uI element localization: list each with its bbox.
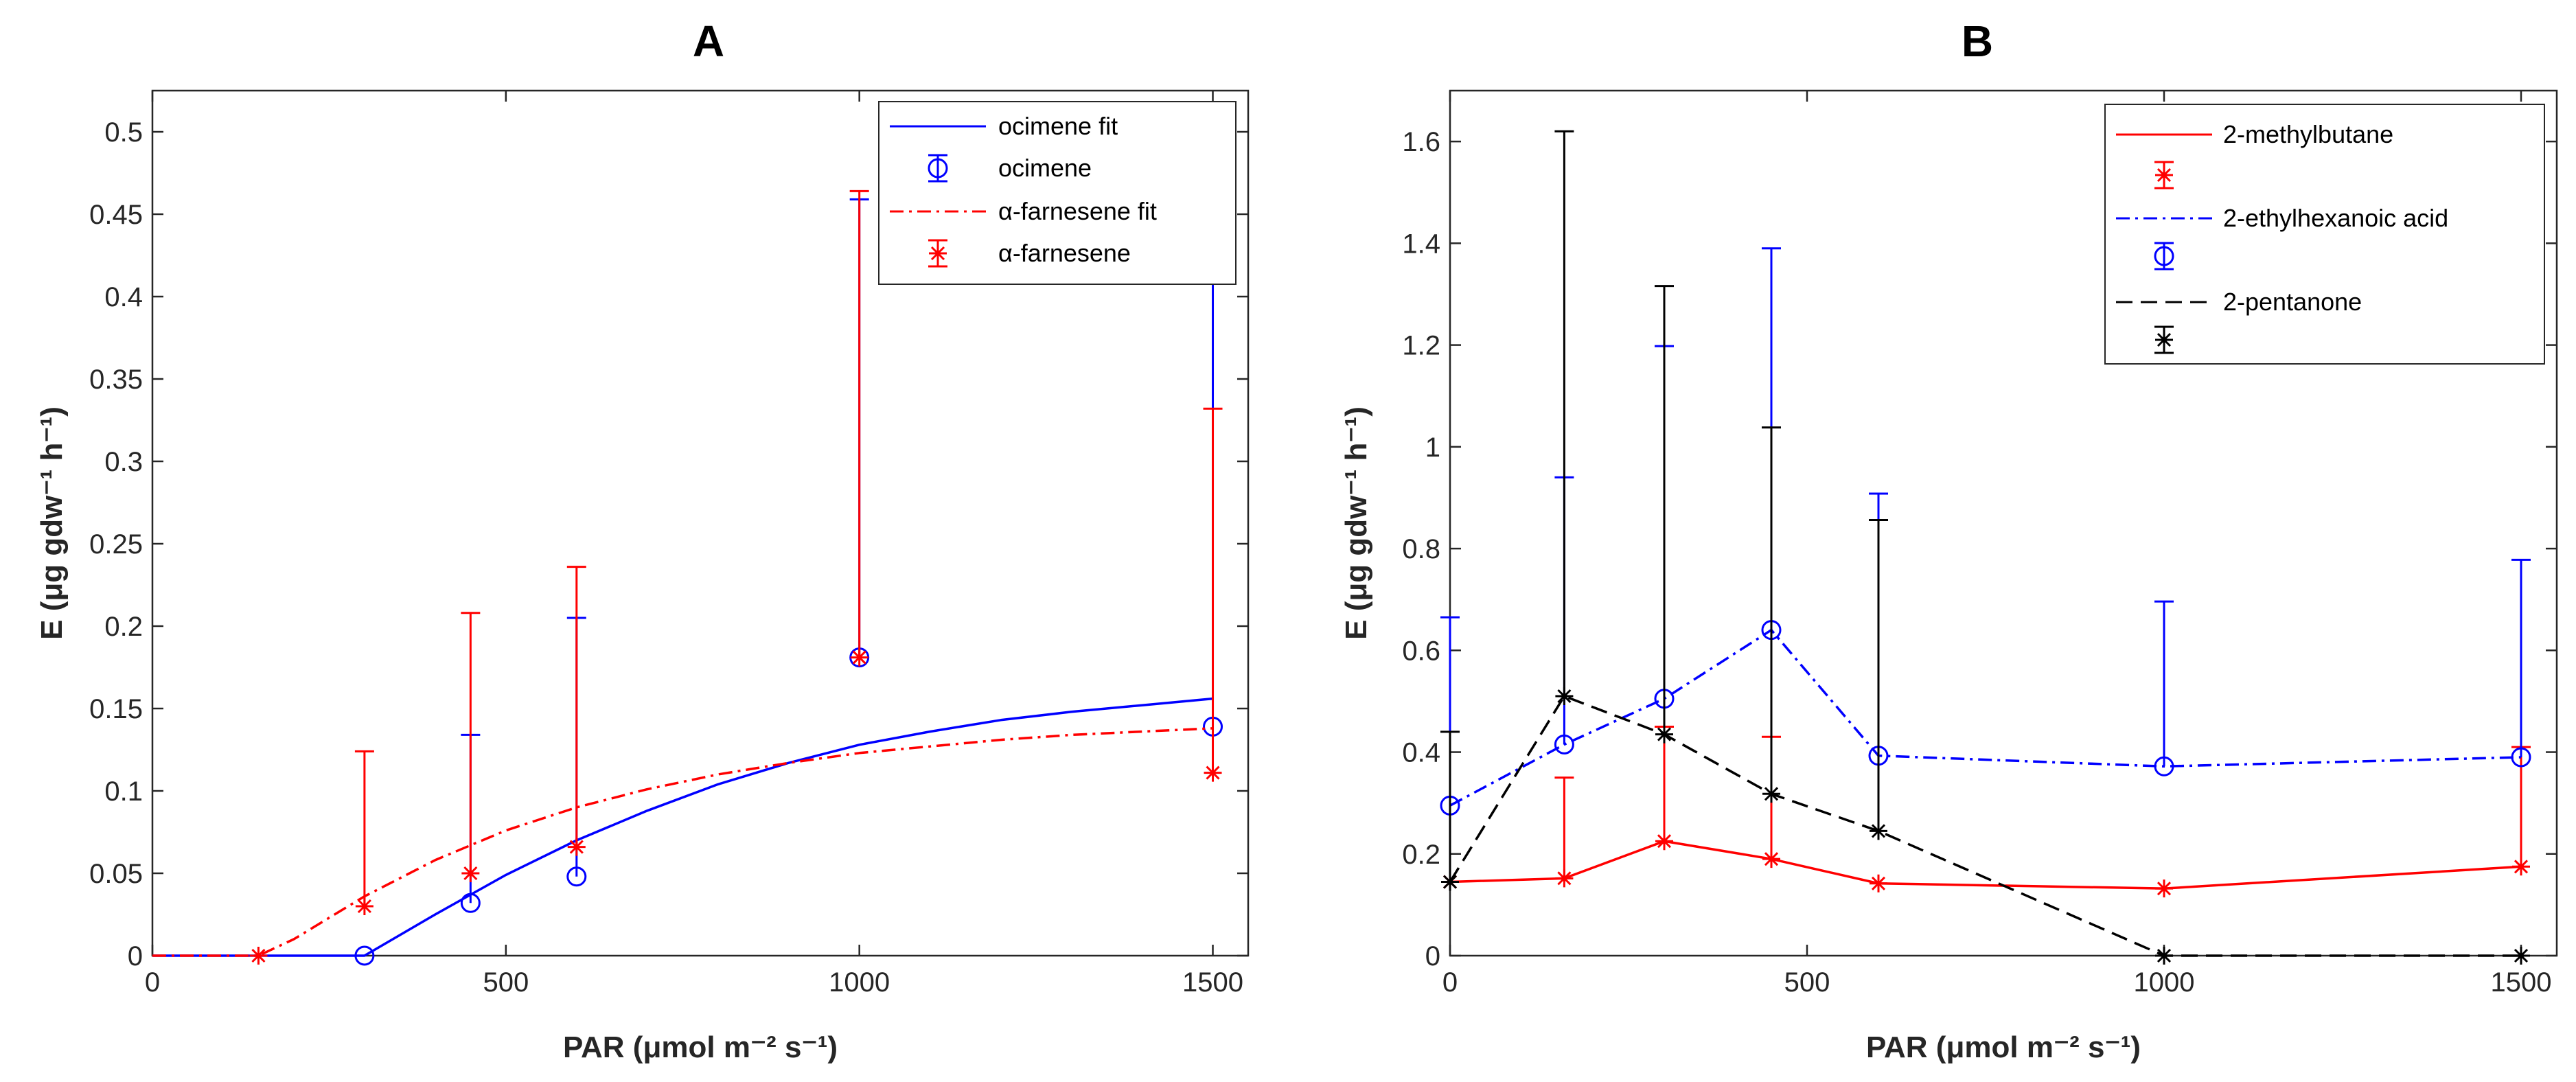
panel-b-x-axis-label: PAR (μmol m⁻² s⁻¹) xyxy=(1866,1031,2141,1064)
panel-a-series-line-ocimene-fit xyxy=(152,697,1213,957)
panel-a-data-point-farnesene xyxy=(567,838,586,856)
panel-b-x-tick-label: 1000 xyxy=(2134,967,2195,998)
panel-b-y-tick-label: 0 xyxy=(1425,941,1440,971)
panel-b-data-point-2-methylbutane xyxy=(1655,832,1673,851)
panel-b-data-point-2-pentanone xyxy=(1870,822,1887,840)
panel-b-data-point-2-ethylhexanoic-acid xyxy=(2154,756,2174,776)
panel-a-legend: ocimene fit ocimene α-farnesene fit α-fa… xyxy=(878,101,1237,285)
panel-b-y-tick-label: 1.6 xyxy=(1402,127,1440,157)
panel-b-y-tick-label: 0.2 xyxy=(1402,840,1440,870)
panel-b-y-tick-label: 0.4 xyxy=(1402,738,1440,768)
panel-a-data-point-farnesene xyxy=(850,648,869,667)
legend-label-farnesene: α-farnesene xyxy=(998,239,1131,267)
legend-swatch-2-pentanone-errorbar xyxy=(2154,325,2174,354)
panel-b-data-point-2-methylbutane xyxy=(2155,879,2173,898)
panel-b-data-point-2-pentanone xyxy=(1441,873,1459,891)
panel-a-data-point-ocimene xyxy=(354,945,375,966)
panel-a-ticks: 0 500 1000 1500 0 0.05 0.1 0.15 0.2 0.25 0.3 0.35 0.… xyxy=(89,91,1248,998)
panel-a-y-tick-label: 0.35 xyxy=(89,365,143,395)
legend-swatch-ocimene xyxy=(928,154,948,183)
panel-b-data-point-2-ethylhexanoic-acid xyxy=(1554,734,1574,755)
panel-a-y-tick-label: 0.5 xyxy=(104,117,143,148)
panel-b-data-point-2-pentanone xyxy=(1555,687,1574,705)
panel-b-y-tick-label: 1.2 xyxy=(1402,331,1440,361)
panel-b-y-axis-label: E (μg gdw⁻¹ h⁻¹) xyxy=(1339,406,1373,640)
panel-b-y-tick-label: 0.6 xyxy=(1402,636,1440,666)
panel-a-data-point-farnesene xyxy=(249,947,268,965)
panel-b-data-point-2-ethylhexanoic-acid xyxy=(2511,747,2531,768)
panel-b-data-point-2-pentanone xyxy=(2155,947,2173,965)
legend-swatch-2-methylbutane-errorbar xyxy=(2154,161,2174,189)
panel-b-x-tick-label: 1500 xyxy=(2491,967,2552,998)
panel-b-data-point-2-pentanone xyxy=(1655,725,1673,744)
panel-a: A 0 500 1000 1500 0 0.05 0.1 0.15 0.2 0.25 0.3 0.35… xyxy=(35,16,1250,1064)
panel-b-plot-area xyxy=(1440,130,2531,965)
panel-b: B 0 500 1000 1500 0 0.2 0.4 0.6 0.8 1 1.2 1.4 1.6 PA… xyxy=(1339,16,2558,1064)
panel-b-legend: 2-methylbutane 2-ethylhexanoic acid 2-pe… xyxy=(2104,104,2545,365)
panel-a-series-line-farnesene-fit xyxy=(152,727,1213,957)
panel-b-data-point-2-methylbutane xyxy=(2512,857,2530,876)
legend-label-2-methylbutane: 2-methylbutane xyxy=(2223,120,2393,148)
legend-label-farnesene-fit: α-farnesene fit xyxy=(998,197,1157,225)
panel-a-y-tick-label: 0.1 xyxy=(104,776,143,807)
panel-b-legend-box xyxy=(2104,104,2545,365)
panel-b-y-tick-label: 0.8 xyxy=(1402,534,1440,564)
panel-a-data-point-ocimene xyxy=(460,893,481,913)
panel-a-y-tick-label: 0.05 xyxy=(89,859,143,889)
panel-a-data-point-ocimene xyxy=(566,866,587,887)
panel-a-x-tick-label: 500 xyxy=(483,967,529,998)
panel-b-x-tick-label: 0 xyxy=(1442,967,1458,998)
legend-label-ocimene: ocimene xyxy=(998,154,1092,182)
panel-a-data-point-farnesene xyxy=(461,864,480,882)
panel-b-title: B xyxy=(1962,16,1993,66)
panel-b-data-point-2-methylbutane xyxy=(1870,874,1887,893)
panel-b-data-point-2-pentanone xyxy=(1762,785,1780,803)
panel-a-plot-area xyxy=(152,189,1223,966)
panel-a-y-tick-label: 0.45 xyxy=(89,200,143,230)
panel-b-data-point-2-methylbutane xyxy=(1555,869,1574,888)
panel-b-y-tick-label: 1 xyxy=(1425,433,1440,463)
panel-a-x-tick-label: 1500 xyxy=(1182,967,1243,998)
panel-a-y-tick-label: 0 xyxy=(128,941,143,971)
panel-b-y-tick-label: 1.4 xyxy=(1402,229,1440,259)
legend-label-2-ethylhexanoic-acid: 2-ethylhexanoic acid xyxy=(2223,204,2448,232)
panel-a-x-tick-label: 1000 xyxy=(829,967,890,998)
panel-b-data-point-2-methylbutane xyxy=(1762,850,1780,868)
legend-swatch-2-ethylhexanoic-acid-errorbar xyxy=(2154,242,2174,270)
panel-a-title: A xyxy=(693,16,724,66)
panel-a-y-tick-label: 0.3 xyxy=(104,447,143,477)
panel-b-data-point-2-pentanone xyxy=(2512,947,2530,965)
panel-a-y-tick-label: 0.25 xyxy=(89,529,143,560)
panel-a-data-point-farnesene xyxy=(1204,763,1222,782)
legend-label-2-pentanone: 2-pentanone xyxy=(2223,288,2362,316)
panel-a-y-axis-label: E (μg gdw⁻¹ h⁻¹) xyxy=(35,406,69,640)
panel-a-x-tick-label: 0 xyxy=(145,967,160,998)
panel-a-y-tick-label: 0.4 xyxy=(104,282,143,312)
panel-b-ticks: 0 500 1000 1500 0 0.2 0.4 0.6 0.8 1 1.2 1.4 1.6 xyxy=(1402,91,2557,998)
legend-swatch-farnesene xyxy=(928,239,947,268)
panel-a-data-point-farnesene xyxy=(355,897,373,915)
panel-a-y-tick-label: 0.15 xyxy=(89,694,143,724)
panel-a-x-axis-label: PAR (μmol m⁻² s⁻¹) xyxy=(563,1031,838,1064)
panel-a-y-tick-label: 0.2 xyxy=(104,612,143,642)
legend-label-ocimene-fit: ocimene fit xyxy=(998,112,1118,140)
panel-b-x-tick-label: 500 xyxy=(1784,967,1830,998)
